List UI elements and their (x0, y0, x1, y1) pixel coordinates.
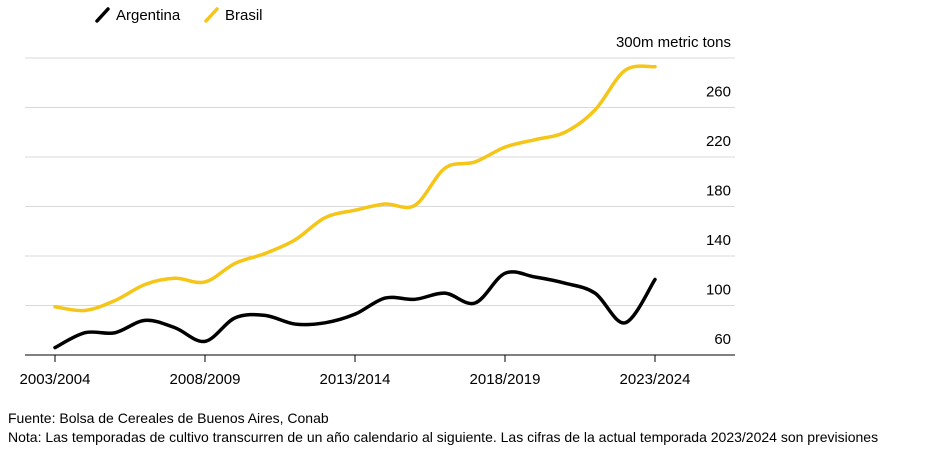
legend-label: Argentina (116, 7, 181, 24)
x-tick-label: 2013/2014 (320, 371, 391, 388)
y-tick-label: 100 (706, 282, 731, 299)
x-tick-label: 2003/2004 (20, 371, 91, 388)
y-tick-label: 260 (706, 84, 731, 101)
y-tick-label: 300m metric tons (616, 34, 731, 51)
note: Nota: Las temporadas de cultivo transcur… (8, 429, 879, 445)
x-tick-label: 2023/2024 (620, 371, 691, 388)
x-tick-label: 2018/2019 (470, 371, 541, 388)
source: Fuente: Bolsa de Cereales de Buenos Aire… (8, 410, 329, 426)
legend-label: Brasil (225, 7, 263, 24)
y-tick-label: 60 (714, 331, 731, 348)
series-line (53, 270, 657, 350)
series-line (53, 64, 657, 313)
x-tick-label: 2008/2009 (170, 371, 241, 388)
legend-swatch (95, 7, 110, 23)
y-tick-label: 140 (706, 232, 731, 249)
y-tick-label: 220 (706, 133, 731, 150)
chart: 60 100 140 180 220 260 300m metric tons 2003/20… (20, 7, 735, 388)
legend-swatch (204, 7, 219, 23)
y-tick-label: 180 (706, 183, 731, 200)
